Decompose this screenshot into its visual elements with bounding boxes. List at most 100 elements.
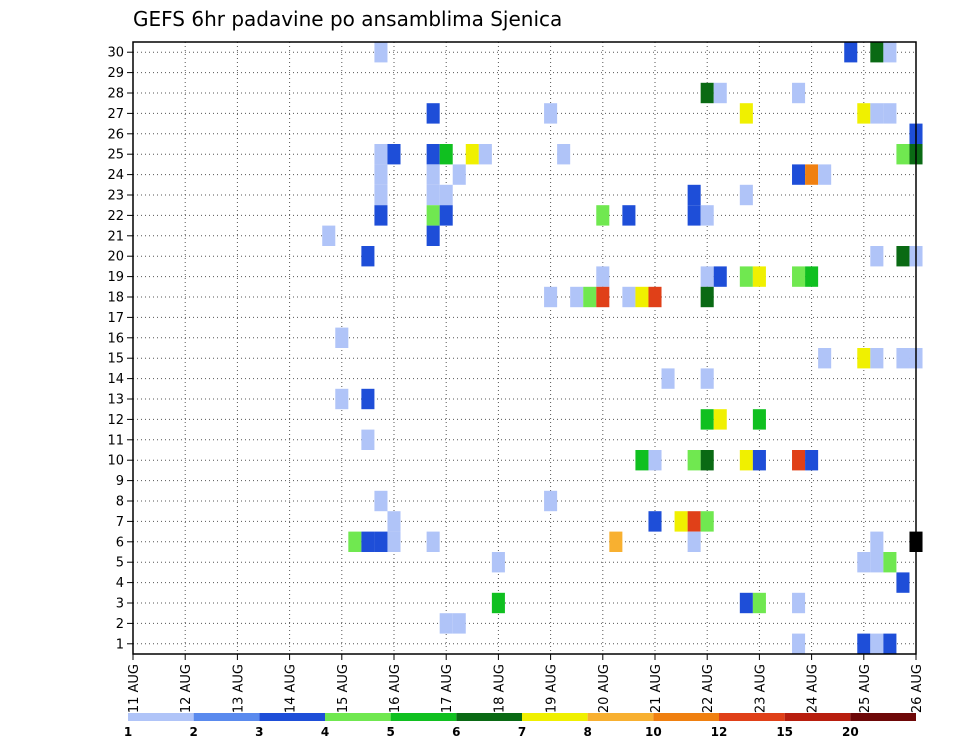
y-tick-label: 18 xyxy=(107,291,124,306)
precip-cell xyxy=(713,82,727,104)
precip-cell xyxy=(857,633,871,654)
y-tick-label: 4 xyxy=(116,576,124,591)
precip-cell xyxy=(335,327,349,348)
precip-cell xyxy=(700,409,714,430)
colorbar-label: 15 xyxy=(776,725,793,739)
precip-cell xyxy=(387,144,401,165)
precip-cell xyxy=(700,450,714,471)
precip-cell xyxy=(491,552,505,573)
precip-cell xyxy=(374,144,388,165)
precip-cell xyxy=(752,409,766,430)
x-tick-label: 26 AUG xyxy=(910,664,925,713)
precip-cell xyxy=(687,511,701,532)
x-tick-label: 12 AUG xyxy=(179,664,194,713)
y-tick-label: 26 xyxy=(107,127,124,142)
x-tick-label: 15 AUG xyxy=(336,664,351,713)
y-axis: 1234567891011121314151617181920212223242… xyxy=(107,46,133,652)
precip-cell xyxy=(478,144,492,165)
y-tick-label: 24 xyxy=(107,168,124,183)
colorbar-label: 10 xyxy=(645,725,662,739)
precip-cell xyxy=(426,184,440,206)
x-tick-label: 22 AUG xyxy=(701,664,716,713)
x-tick-label: 11 AUG xyxy=(127,664,142,713)
colorbar-swatch xyxy=(390,713,457,721)
precip-cell xyxy=(818,164,832,185)
y-tick-label: 23 xyxy=(107,189,124,204)
precip-cell xyxy=(491,592,505,614)
precip-cell xyxy=(739,184,753,206)
precip-cell xyxy=(700,286,714,308)
colorbar-label: 5 xyxy=(386,725,394,739)
colorbar-label: 6 xyxy=(452,725,460,739)
precip-cell xyxy=(387,511,401,532)
y-tick-label: 16 xyxy=(107,331,124,346)
colorbar-swatch xyxy=(456,713,522,721)
colorbar-label: 20 xyxy=(842,725,859,739)
y-tick-label: 13 xyxy=(107,393,124,408)
colorbar-label: 12 xyxy=(711,725,728,739)
y-tick-label: 29 xyxy=(107,66,124,81)
x-tick-label: 19 AUG xyxy=(545,664,560,713)
precip-cell xyxy=(426,205,440,226)
colorbar-swatch xyxy=(128,713,194,721)
precip-cell xyxy=(596,286,610,308)
precip-cell xyxy=(896,572,910,593)
precip-cell xyxy=(896,246,910,267)
precip-cell xyxy=(870,103,884,124)
y-tick-label: 6 xyxy=(116,535,124,550)
precip-cell xyxy=(805,164,819,185)
precip-cell xyxy=(361,388,375,410)
colorbar-swatch xyxy=(719,713,785,721)
precip-cell xyxy=(426,144,440,165)
precip-cell xyxy=(426,531,440,552)
y-tick-label: 7 xyxy=(116,515,124,530)
x-tick-label: 17 AUG xyxy=(440,664,455,713)
x-tick-label: 18 AUG xyxy=(492,664,507,713)
y-tick-label: 15 xyxy=(107,352,124,367)
precip-cell xyxy=(374,164,388,185)
precip-cell xyxy=(361,246,375,267)
y-tick-label: 20 xyxy=(107,250,124,265)
precip-cell xyxy=(713,409,727,430)
precip-cell xyxy=(752,450,766,471)
precip-cell xyxy=(896,348,910,369)
precip-cell xyxy=(426,164,440,185)
precip-cell xyxy=(439,184,453,206)
precip-cell xyxy=(426,103,440,124)
precip-cell xyxy=(674,511,688,532)
precip-cell xyxy=(439,205,453,226)
x-tick-label: 24 AUG xyxy=(806,664,821,713)
precip-cell xyxy=(870,348,884,369)
precip-cell xyxy=(870,246,884,267)
grid xyxy=(133,42,916,654)
y-tick-label: 28 xyxy=(107,87,124,102)
precip-cell xyxy=(792,164,806,185)
colorbar-swatch xyxy=(522,713,588,721)
precip-cell xyxy=(322,225,336,246)
precip-cell xyxy=(557,144,571,165)
y-tick-label: 8 xyxy=(116,495,124,510)
precip-cell xyxy=(857,348,871,369)
precip-cell xyxy=(870,633,884,654)
y-tick-label: 1 xyxy=(116,637,124,652)
precip-cell xyxy=(752,266,766,287)
precip-cell xyxy=(752,592,766,614)
x-tick-label: 25 AUG xyxy=(858,664,873,713)
y-tick-label: 14 xyxy=(107,372,124,387)
colorbar: 1 2 3 4 5 6 7 8 10 12 15 20 xyxy=(124,713,916,739)
y-tick-label: 25 xyxy=(107,148,124,163)
colorbar-label: 2 xyxy=(189,725,197,739)
precip-cell xyxy=(700,368,714,389)
precip-cell xyxy=(544,286,558,308)
precip-cell xyxy=(805,450,819,471)
y-tick-label: 9 xyxy=(116,474,124,489)
precip-cell xyxy=(883,103,897,124)
chart-title: GEFS 6hr padavine po ansamblima Sjenica xyxy=(133,7,562,31)
precip-cell xyxy=(857,103,871,124)
precip-cell xyxy=(635,286,649,308)
precip-cell xyxy=(648,286,662,308)
colorbar-swatch xyxy=(325,713,391,721)
precip-cell xyxy=(361,429,375,450)
precip-cell xyxy=(844,42,858,63)
y-tick-label: 12 xyxy=(107,413,124,428)
